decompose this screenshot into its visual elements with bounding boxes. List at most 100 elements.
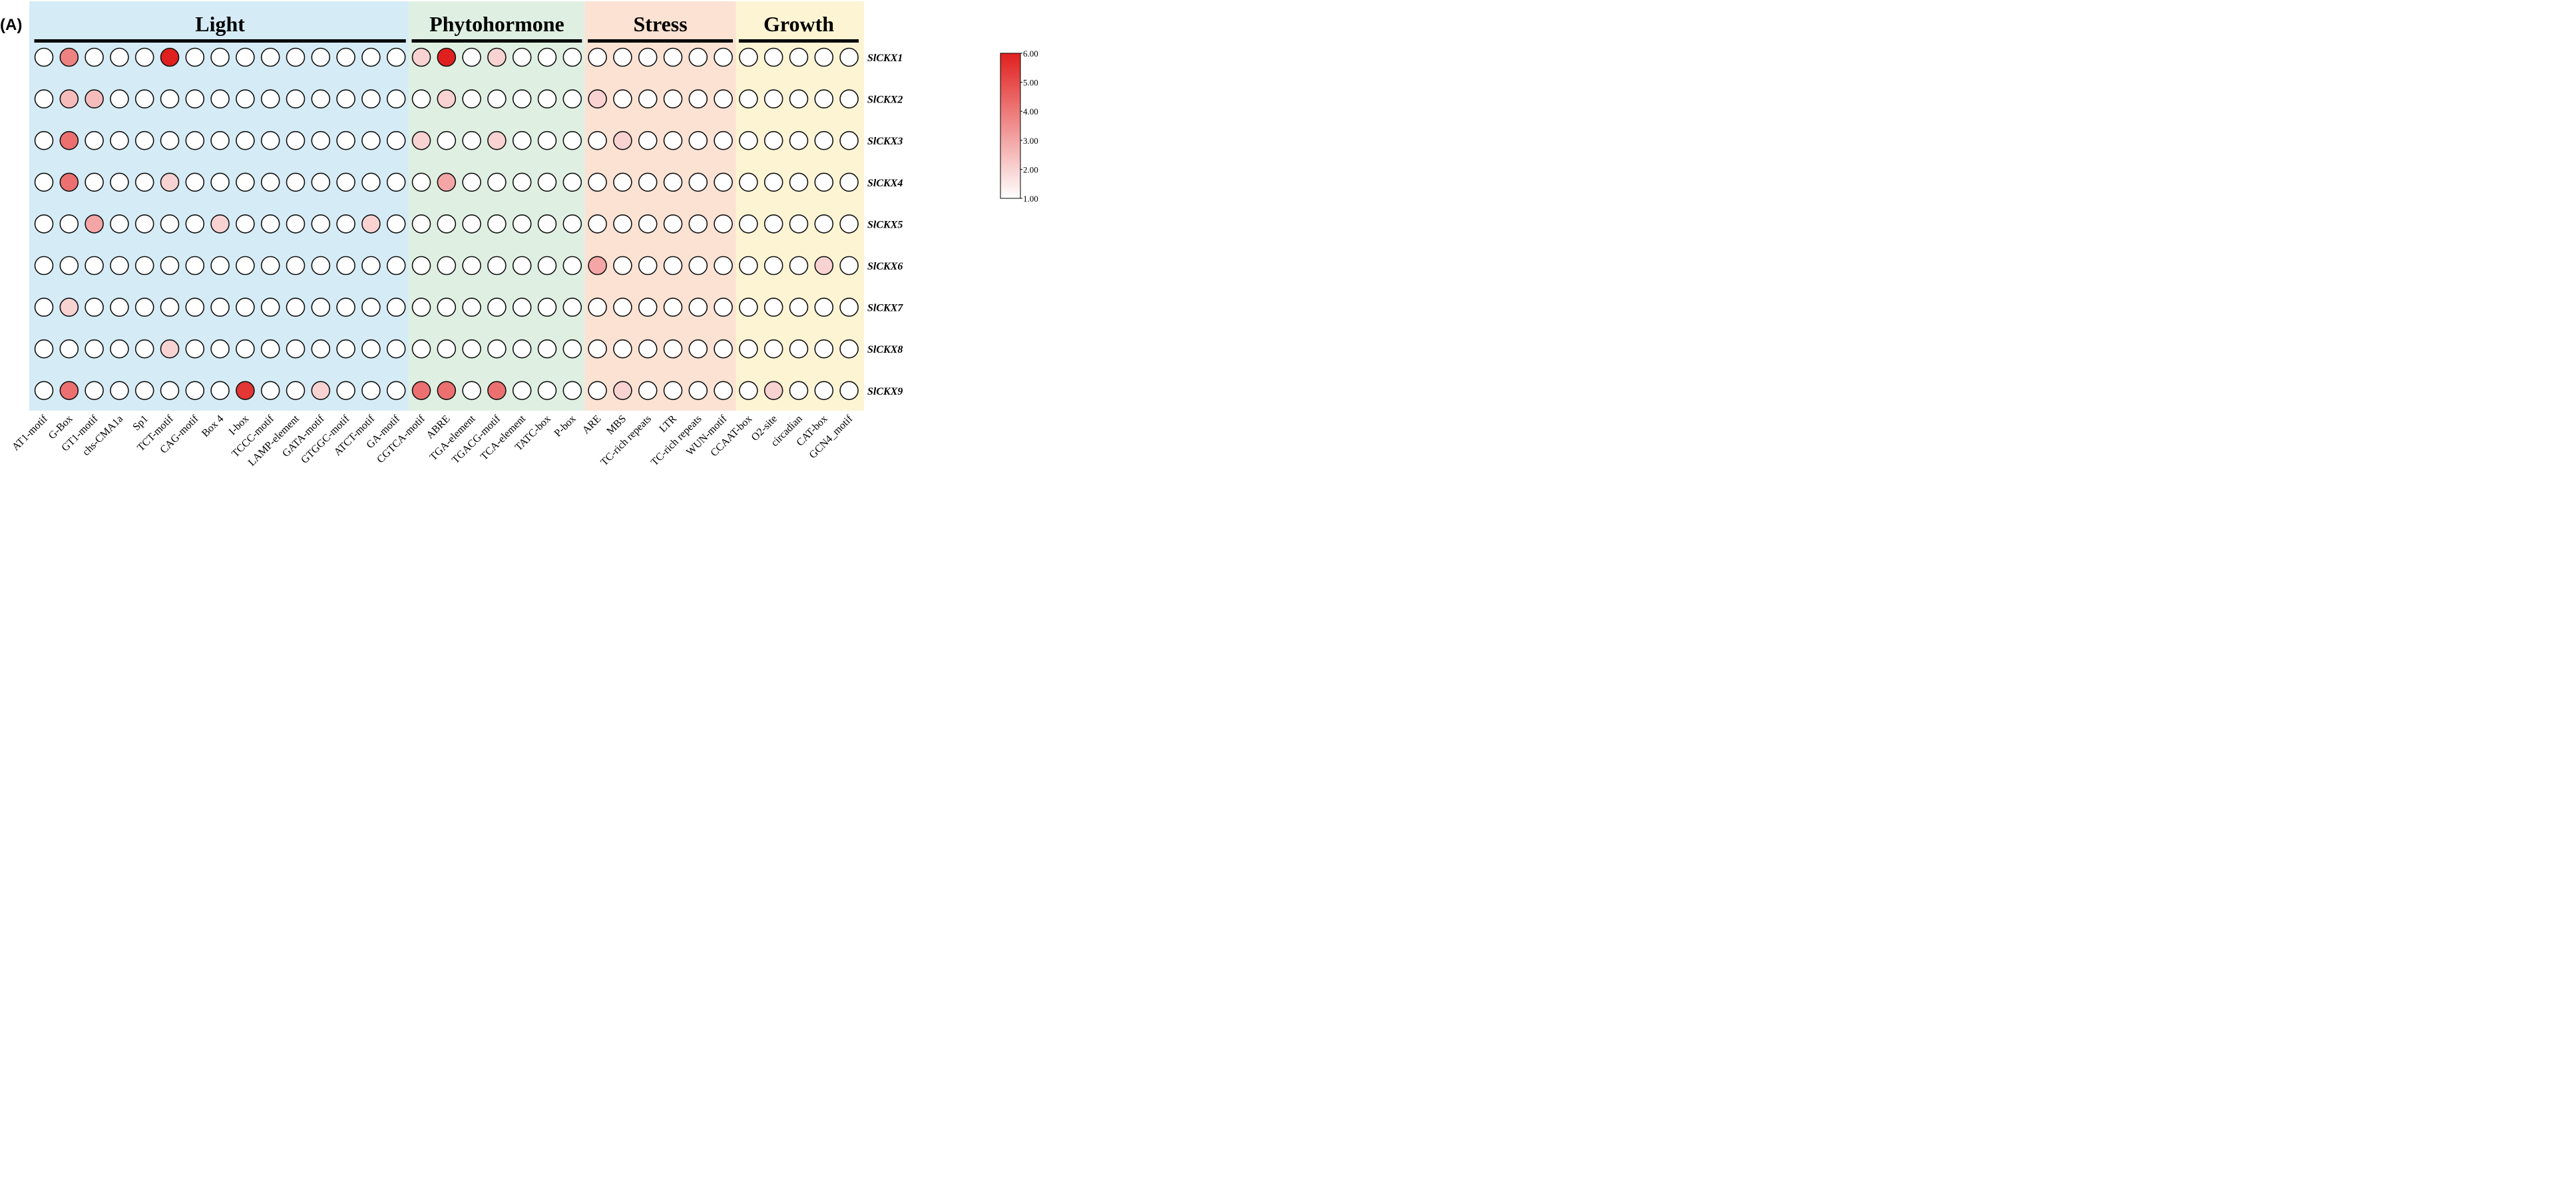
- heatmap-cell: [110, 130, 129, 150]
- heatmap-cell: [437, 381, 457, 401]
- heatmap-cell: [260, 47, 280, 67]
- heatmap-cell: [260, 172, 280, 192]
- heatmap-cell: [85, 89, 104, 108]
- heatmap-cell: [134, 256, 154, 276]
- heatmap-cell: [638, 47, 658, 67]
- heatmap-cell: [537, 47, 557, 67]
- heatmap-cell: [110, 339, 129, 359]
- heatmap-cell: [688, 89, 708, 108]
- row-label: SlCKX1: [867, 53, 903, 64]
- column-label: P-box: [552, 413, 578, 439]
- heatmap-cell: [763, 214, 783, 234]
- heatmap-cell: [386, 172, 406, 192]
- heatmap-cell: [739, 339, 758, 359]
- heatmap-cell: [638, 381, 658, 401]
- heatmap-cell: [361, 172, 381, 192]
- legend-tick-label: 5.00: [1023, 78, 1038, 88]
- heatmap-cell: [59, 130, 79, 150]
- heatmap-cell: [789, 130, 809, 150]
- heatmap-cell: [789, 381, 809, 401]
- group-background-stress: [584, 1, 736, 411]
- heatmap-cell: [638, 298, 658, 317]
- heatmap-cell: [588, 89, 607, 108]
- heatmap-cell: [286, 47, 306, 67]
- heatmap-cell: [714, 298, 733, 317]
- heatmap-cell: [210, 214, 230, 234]
- heatmap-cell: [688, 47, 708, 67]
- heatmap-cell: [260, 298, 280, 317]
- heatmap-cell: [814, 298, 834, 317]
- heatmap-cell: [85, 339, 104, 359]
- heatmap-cell: [512, 89, 532, 108]
- group-title-stress: Stress: [634, 12, 688, 36]
- heatmap-cell: [361, 298, 381, 317]
- heatmap-cell: [663, 47, 683, 67]
- heatmap-cell: [588, 256, 607, 276]
- heatmap-cell: [85, 47, 104, 67]
- group-bar-phytohormone: [411, 39, 582, 43]
- heatmap-cell: [638, 214, 658, 234]
- group-title-light: Light: [195, 12, 245, 36]
- heatmap-cell: [763, 172, 783, 192]
- heatmap-cell: [311, 256, 331, 276]
- heatmap-cell: [411, 339, 431, 359]
- heatmap-cell: [487, 172, 507, 192]
- heatmap-cell: [286, 298, 306, 317]
- heatmap-cell: [588, 172, 607, 192]
- heatmap-cell: [210, 298, 230, 317]
- heatmap-cell: [286, 256, 306, 276]
- heatmap-cell: [34, 172, 54, 192]
- heatmap-cell: [688, 339, 708, 359]
- heatmap-cell: [789, 172, 809, 192]
- group-title-phytohormone: Phytohormone: [429, 12, 564, 36]
- heatmap-cell: [85, 298, 104, 317]
- heatmap-cell: [160, 172, 180, 192]
- heatmap-cell: [286, 381, 306, 401]
- heatmap-cell: [688, 256, 708, 276]
- heatmap-cell: [512, 47, 532, 67]
- heatmap-cell: [311, 130, 331, 150]
- heatmap-cell: [663, 172, 683, 192]
- heatmap-cell: [185, 89, 205, 108]
- heatmap-cell: [487, 339, 507, 359]
- heatmap-cell: [336, 381, 355, 401]
- heatmap-cell: [411, 256, 431, 276]
- row-label: SlCKX9: [867, 386, 903, 397]
- heatmap-cell: [789, 89, 809, 108]
- heatmap-cell: [361, 47, 381, 67]
- heatmap-cell: [210, 130, 230, 150]
- heatmap-cell: [134, 130, 154, 150]
- heatmap-cell: [562, 47, 582, 67]
- heatmap-cell: [59, 339, 79, 359]
- heatmap-cell: [512, 339, 532, 359]
- heatmap-cell: [714, 214, 733, 234]
- heatmap-cell: [85, 214, 104, 234]
- heatmap-cell: [814, 214, 834, 234]
- heatmap-cell: [437, 130, 457, 150]
- heatmap-cell: [185, 130, 205, 150]
- heatmap-cell: [361, 214, 381, 234]
- heatmap-cell: [487, 256, 507, 276]
- heatmap-cell: [588, 214, 607, 234]
- heatmap-cell: [688, 214, 708, 234]
- heatmap-cell: [714, 130, 733, 150]
- heatmap-cell: [613, 130, 632, 150]
- heatmap-cell: [386, 47, 406, 67]
- heatmap-cell: [588, 339, 607, 359]
- heatmap-cell: [714, 339, 733, 359]
- heatmap-cell: [512, 256, 532, 276]
- heatmap-cell: [386, 214, 406, 234]
- heatmap-cell: [286, 214, 306, 234]
- heatmap-cell: [311, 298, 331, 317]
- heatmap-cell: [588, 130, 607, 150]
- heatmap-cell: [160, 89, 180, 108]
- heatmap-cell: [638, 89, 658, 108]
- row-label: SlCKX5: [867, 219, 903, 230]
- heatmap-cell: [260, 381, 280, 401]
- heatmap-cell: [714, 381, 733, 401]
- heatmap-cell: [462, 89, 481, 108]
- heatmap-cell: [763, 256, 783, 276]
- heatmap-cell: [236, 89, 255, 108]
- heatmap-cell: [814, 256, 834, 276]
- heatmap-cell: [613, 256, 632, 276]
